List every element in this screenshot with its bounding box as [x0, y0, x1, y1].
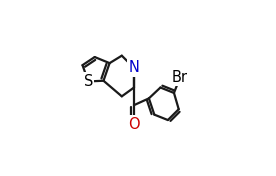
Text: Br: Br — [172, 70, 188, 85]
Text: S: S — [84, 74, 93, 89]
Text: N: N — [129, 60, 139, 75]
Text: O: O — [128, 117, 140, 132]
